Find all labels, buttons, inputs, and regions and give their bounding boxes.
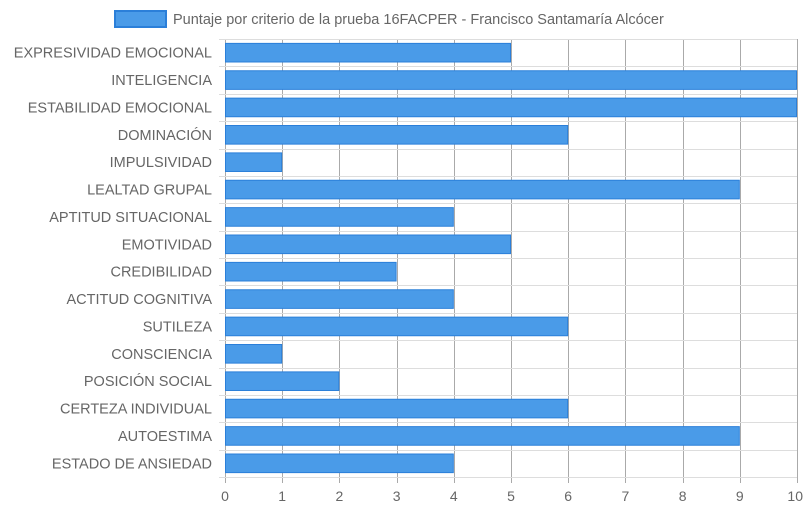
category-label: DOMINACIÓN bbox=[118, 127, 212, 144]
bar[interactable] bbox=[225, 234, 511, 255]
bar[interactable] bbox=[225, 344, 283, 364]
x-tick-label: 10 bbox=[787, 488, 803, 504]
x-tick-label: 3 bbox=[393, 488, 401, 504]
bar[interactable] bbox=[225, 207, 454, 227]
bar[interactable] bbox=[225, 152, 283, 172]
category-label: AUTOESTIMA bbox=[118, 429, 212, 445]
x-tick-labels: 0 1 2 3 4 5 6 7 8 9 10 bbox=[221, 488, 803, 504]
bar[interactable] bbox=[225, 426, 740, 446]
category-label: APTITUD SITUACIONAL bbox=[49, 210, 212, 226]
legend[interactable]: Puntaje por criterio de la prueba 16FACP… bbox=[114, 10, 664, 28]
bar[interactable] bbox=[225, 289, 454, 309]
category-label: ESTABILIDAD EMOCIONAL bbox=[28, 100, 212, 116]
category-label: EMOTIVIDAD bbox=[122, 237, 212, 253]
category-labels: EXPRESIVIDAD EMOCIONAL INTELIGENCIA ESTABI… bbox=[14, 46, 213, 473]
bars bbox=[225, 42, 797, 474]
category-label: ESTADO DE ANSIEDAD bbox=[52, 456, 212, 472]
legend-swatch bbox=[114, 10, 167, 28]
bar[interactable] bbox=[225, 316, 569, 337]
bar[interactable] bbox=[225, 125, 569, 145]
x-tick-label: 8 bbox=[679, 488, 687, 504]
bar[interactable] bbox=[225, 371, 340, 391]
x-tick-label: 4 bbox=[450, 488, 458, 504]
x-tick-label: 7 bbox=[622, 488, 630, 504]
category-label: EXPRESIVIDAD EMOCIONAL bbox=[14, 46, 212, 62]
category-label: ACTITUD COGNITIVA bbox=[66, 292, 212, 308]
x-tick-label: 1 bbox=[278, 488, 286, 504]
category-label: POSICIÓN SOCIAL bbox=[84, 373, 212, 390]
x-tick-label: 0 bbox=[221, 488, 229, 504]
category-label: INTELIGENCIA bbox=[111, 73, 212, 89]
bar[interactable] bbox=[225, 261, 397, 282]
category-label: SUTILEZA bbox=[143, 319, 213, 335]
bar[interactable] bbox=[225, 42, 511, 63]
legend-label: Puntaje por criterio de la prueba 16FACP… bbox=[173, 12, 664, 28]
x-tick-label: 6 bbox=[564, 488, 572, 504]
category-label: IMPULSIVIDAD bbox=[110, 155, 212, 171]
category-label: CONSCIENCIA bbox=[111, 347, 212, 363]
bar[interactable] bbox=[225, 453, 454, 474]
bar[interactable] bbox=[225, 398, 569, 419]
bar[interactable] bbox=[225, 70, 797, 90]
bar[interactable] bbox=[225, 97, 797, 118]
x-tick-label: 5 bbox=[507, 488, 515, 504]
x-tick-label: 9 bbox=[736, 488, 744, 504]
bar[interactable] bbox=[225, 179, 740, 200]
category-label: CERTEZA INDIVIDUAL bbox=[60, 402, 212, 418]
x-tick-label: 2 bbox=[336, 488, 344, 504]
category-label: CREDIBILIDAD bbox=[110, 265, 212, 281]
category-label: LEALTAD GRUPAL bbox=[87, 183, 212, 199]
